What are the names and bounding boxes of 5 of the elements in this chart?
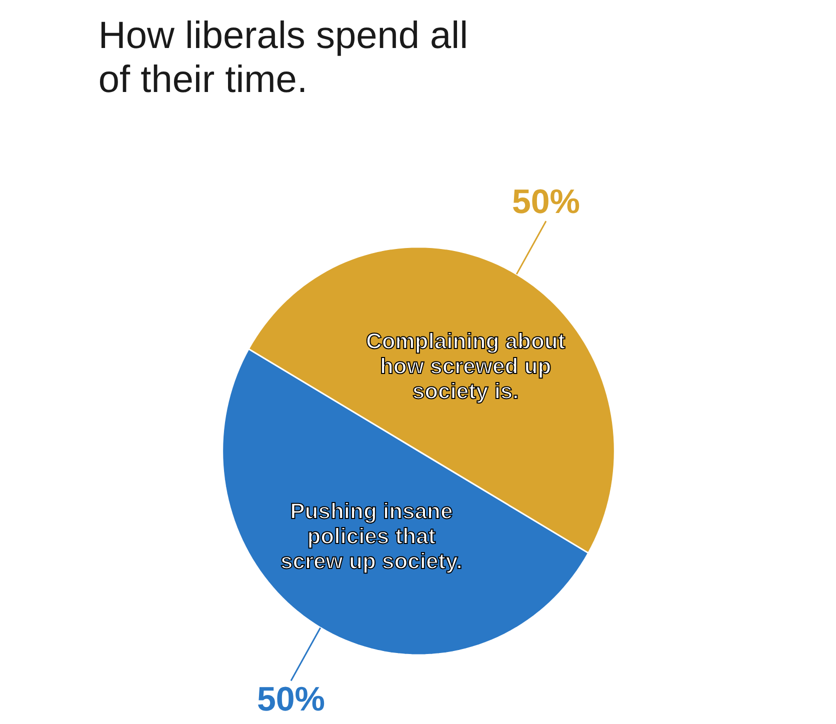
slice-label: Pushing insane policies that screw up society. xyxy=(280,498,462,574)
data-label: 50% xyxy=(512,183,580,222)
data-label: 50% xyxy=(256,680,326,719)
slice-label: Complaining about how screwed up society is. xyxy=(366,328,566,404)
chart-title: How liberals spend all of their time. xyxy=(98,14,468,101)
